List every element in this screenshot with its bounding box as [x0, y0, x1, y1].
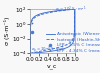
Anisotropic (Wiener) [51, 11, 52, 12]
Text: $\sigma_p = 10^{-4}\ \mathrm{S\cdot m^{-1}}$: $\sigma_p = 10^{-4}\ \mathrm{S\cdot m^{-… [31, 45, 65, 57]
Anisotropic (Wiener) [73, 9, 74, 10]
Isotropic (Hashin-Shtrikman) [51, 12, 52, 13]
Anisotropic (Wiener) [32, 18, 33, 19]
Legend: Anisotropic (Wiener), Isotropic (Hashin-Shtrikman), LFP - 3.5% C (measured), LFP: Anisotropic (Wiener), Isotropic (Hashin-… [45, 31, 100, 53]
Isotropic (Hashin-Shtrikman) [73, 9, 74, 10]
Isotropic (Hashin-Shtrikman) [50, 12, 51, 13]
Line: Anisotropic (Wiener): Anisotropic (Wiener) [30, 9, 74, 53]
Text: $\sigma_c = 10^2\ \mathrm{S\cdot m^{-1}}$: $\sigma_c = 10^2\ \mathrm{S\cdot m^{-1}}… [55, 4, 86, 14]
Isotropic (Hashin-Shtrikman) [30, 53, 31, 54]
Anisotropic (Wiener) [30, 53, 31, 54]
Isotropic (Hashin-Shtrikman) [32, 19, 33, 20]
Line: Isotropic (Hashin-Shtrikman): Isotropic (Hashin-Shtrikman) [30, 9, 74, 53]
Anisotropic (Wiener) [64, 9, 66, 10]
Isotropic (Hashin-Shtrikman) [73, 9, 74, 10]
Y-axis label: σ (S·m⁻¹): σ (S·m⁻¹) [4, 17, 10, 45]
X-axis label: v_c: v_c [47, 64, 58, 69]
Isotropic (Hashin-Shtrikman) [74, 9, 75, 10]
Isotropic (Hashin-Shtrikman) [64, 10, 66, 11]
Anisotropic (Wiener) [73, 9, 74, 10]
Anisotropic (Wiener) [50, 11, 51, 12]
Anisotropic (Wiener) [74, 9, 75, 10]
